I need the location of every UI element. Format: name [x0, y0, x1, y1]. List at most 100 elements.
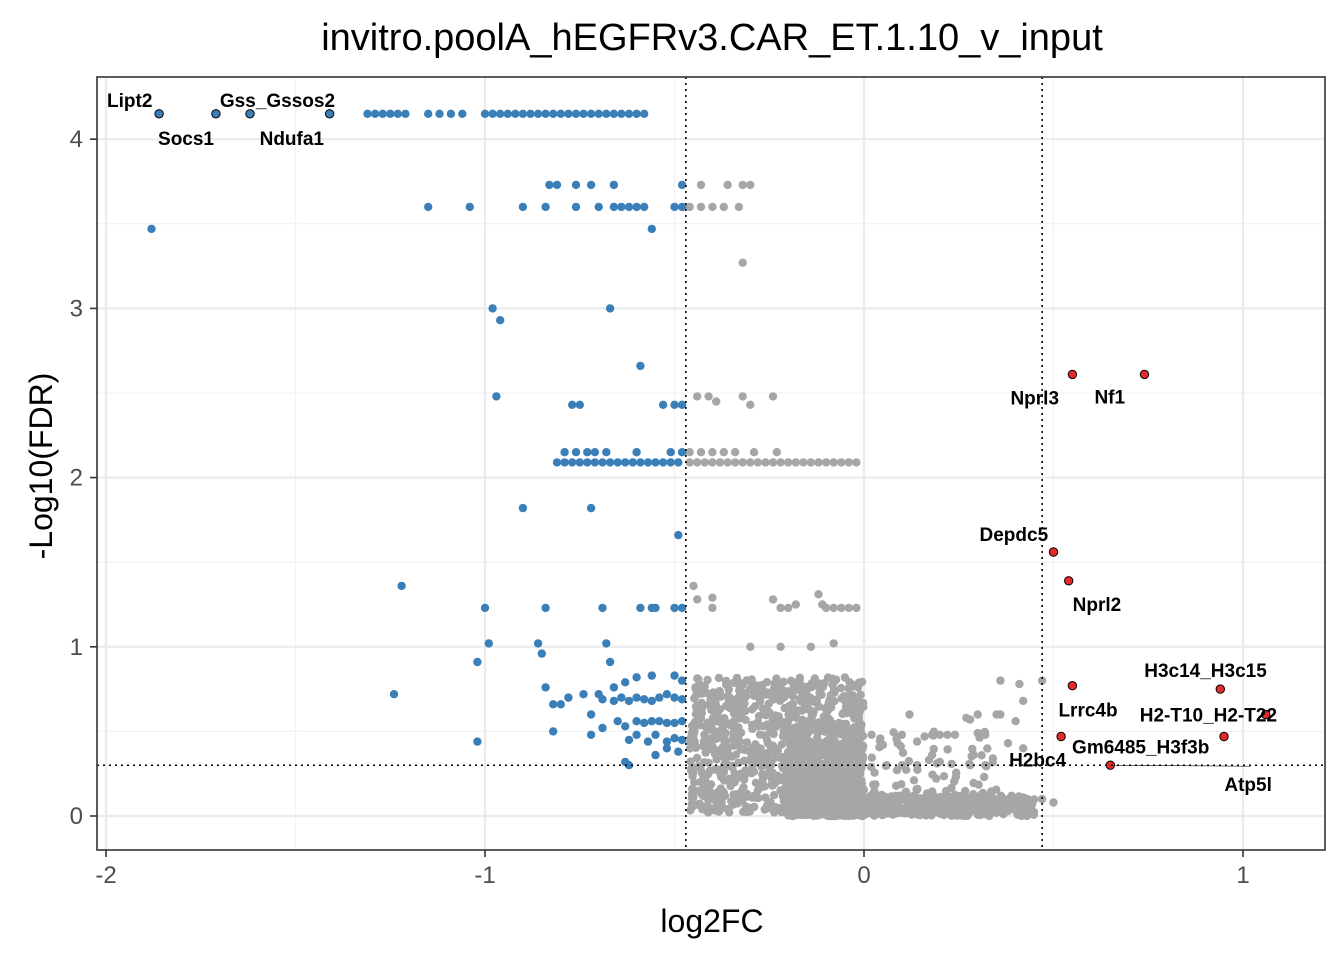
data-point-ns: [757, 748, 766, 758]
data-point-down: [670, 693, 679, 702]
data-point-ns: [829, 677, 839, 686]
data-point-down: [424, 202, 433, 212]
y-tick-label: 1: [70, 634, 83, 661]
data-point-down: [662, 690, 672, 699]
data-point-ns: [863, 805, 873, 815]
data-point-ns: [943, 730, 952, 739]
data-point-ns: [912, 785, 921, 795]
data-point-ns: [763, 688, 772, 697]
x-tick-label: 1: [1236, 862, 1249, 889]
data-point-down: [401, 109, 410, 119]
data-point-ns: [780, 703, 789, 713]
data-point-down: [655, 717, 664, 726]
data-point-ns: [738, 458, 747, 467]
data-point-ns: [849, 745, 858, 754]
data-point-down: [658, 458, 668, 467]
data-point-up: [1139, 369, 1150, 380]
data-point-ns: [814, 775, 823, 784]
data-point-ns: [1037, 794, 1047, 804]
data-point-down: [666, 448, 675, 457]
data-point-ns: [1024, 801, 1034, 810]
data-point-down: [613, 717, 622, 726]
data-point-down: [602, 109, 611, 119]
data-point-ns: [738, 180, 747, 190]
data-point-ns: [928, 770, 937, 779]
data-point-ns: [942, 791, 951, 800]
data-point-ns: [803, 701, 812, 710]
data-point-ns: [1013, 809, 1022, 818]
data-point-down: [632, 693, 641, 702]
data-point-down: [670, 671, 679, 680]
data-point-ns: [730, 448, 740, 457]
data-point-ns: [920, 732, 929, 741]
data-point-ns: [728, 800, 738, 809]
data-point-ns: [1029, 810, 1039, 819]
data-point-ns: [762, 720, 772, 729]
data-point-ns: [996, 710, 1005, 719]
data-point-ns: [835, 783, 845, 792]
data-point-ns: [860, 798, 869, 807]
data-point-ns: [696, 714, 706, 723]
data-point-down: [628, 458, 637, 467]
data-point-ns: [717, 793, 727, 802]
data-point-ns: [794, 706, 803, 715]
data-point-ns: [858, 756, 867, 765]
data-point-down: [556, 109, 565, 119]
data-point-ns: [685, 448, 694, 457]
data-point-ns: [772, 448, 781, 457]
data-point-ns: [729, 741, 738, 750]
data-point-down: [386, 109, 395, 119]
data-point-down: [605, 458, 615, 467]
data-point-ns: [768, 392, 778, 401]
data-point-down: [480, 109, 490, 119]
data-point-ns: [833, 796, 843, 806]
data-point-ns: [739, 783, 748, 792]
data-point-ns: [784, 603, 793, 613]
x-tick-label: -1: [474, 862, 495, 889]
data-point-down: [670, 603, 679, 613]
data-point-ns: [991, 802, 1001, 811]
data-point-ns: [937, 800, 946, 809]
data-point-down: [609, 696, 619, 706]
data-point-down: [624, 109, 634, 119]
data-point-ns: [705, 766, 714, 776]
panel-border: [96, 76, 1326, 851]
data-point-ns: [824, 743, 833, 752]
data-point-down: [621, 757, 630, 767]
data-point-down: [677, 448, 687, 457]
data-point-ns: [806, 642, 816, 651]
data-point-ns: [791, 600, 800, 609]
data-point-ns: [827, 724, 836, 733]
data-point-ns: [688, 768, 698, 778]
data-point-down: [594, 202, 603, 212]
data-point-down: [609, 109, 619, 119]
data-point-ns: [799, 458, 808, 467]
data-point-ns: [950, 730, 960, 739]
data-point-ns: [752, 757, 761, 766]
data-point-ns: [803, 724, 812, 733]
data-point-ns: [768, 458, 778, 467]
data-point-ns: [783, 717, 792, 727]
data-point-ns: [694, 675, 703, 684]
data-point-ns: [798, 682, 807, 691]
y-tick-label: 0: [70, 803, 83, 830]
data-point-ns: [753, 718, 763, 727]
data-point-ns: [875, 802, 884, 812]
data-point-down: [590, 458, 600, 467]
data-point-ns: [811, 756, 820, 765]
data-point-ns: [706, 780, 716, 789]
data-point-down: [632, 448, 641, 457]
data-point-ns: [689, 792, 698, 802]
data-point-ns: [708, 458, 717, 467]
data-point-down: [549, 109, 558, 119]
data-point-ns: [816, 726, 825, 735]
data-point-ns: [1049, 798, 1058, 807]
data-point-ns: [687, 728, 696, 738]
x-axis-title: log2FC: [660, 903, 763, 939]
data-point-ns: [720, 776, 729, 785]
data-point-ns: [850, 733, 859, 742]
data-point-down: [651, 730, 660, 739]
data-point-down: [666, 458, 675, 467]
gene-label: H2bc4: [1009, 750, 1066, 771]
